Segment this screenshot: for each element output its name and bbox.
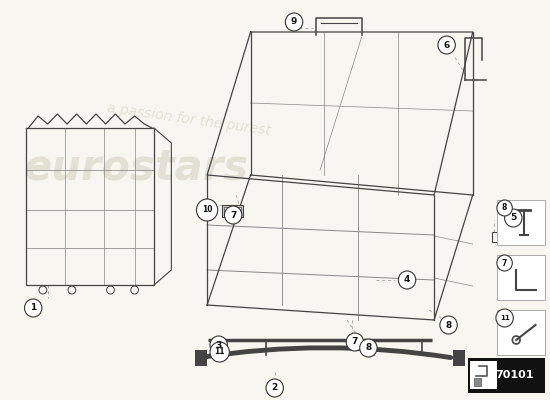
Text: 5: 5 [510, 214, 516, 222]
Circle shape [497, 255, 513, 271]
Bar [474, 378, 481, 386]
Bar [195, 350, 207, 366]
Bar [223, 207, 241, 215]
Circle shape [360, 339, 377, 357]
Text: 4: 4 [404, 276, 410, 284]
Text: 8: 8 [446, 320, 452, 330]
Circle shape [285, 13, 302, 31]
Circle shape [398, 271, 416, 289]
Circle shape [25, 299, 42, 317]
Bar [453, 350, 465, 366]
Bar [492, 232, 508, 242]
Bar [222, 205, 243, 217]
Circle shape [438, 36, 455, 54]
Text: 11: 11 [500, 315, 509, 321]
FancyArrowPatch shape [200, 348, 450, 358]
Text: 1: 1 [30, 304, 36, 312]
Circle shape [224, 206, 242, 224]
Circle shape [497, 200, 513, 216]
Bar [470, 361, 497, 389]
Circle shape [440, 316, 457, 334]
Text: 7: 7 [351, 338, 358, 346]
Circle shape [504, 209, 522, 227]
Circle shape [210, 342, 229, 362]
Text: 10: 10 [202, 206, 212, 214]
Text: 9: 9 [291, 18, 297, 26]
Text: 11: 11 [214, 348, 225, 356]
Circle shape [266, 379, 283, 397]
Circle shape [196, 199, 218, 221]
Text: 3: 3 [216, 340, 222, 350]
Text: 8: 8 [365, 344, 372, 352]
Text: 7: 7 [230, 210, 236, 220]
Circle shape [496, 309, 513, 327]
Bar [497, 310, 545, 355]
Text: eurostars: eurostars [23, 147, 248, 189]
Bar [468, 358, 545, 393]
Text: 2: 2 [272, 384, 278, 392]
Text: a passion for the purest: a passion for the purest [106, 102, 272, 138]
Bar [497, 255, 545, 300]
Circle shape [210, 336, 227, 354]
Text: 8: 8 [502, 204, 507, 212]
Bar [497, 200, 545, 245]
Text: 7: 7 [502, 258, 507, 268]
Circle shape [346, 333, 364, 351]
Text: 6: 6 [443, 40, 450, 50]
Text: 70101: 70101 [495, 370, 534, 380]
